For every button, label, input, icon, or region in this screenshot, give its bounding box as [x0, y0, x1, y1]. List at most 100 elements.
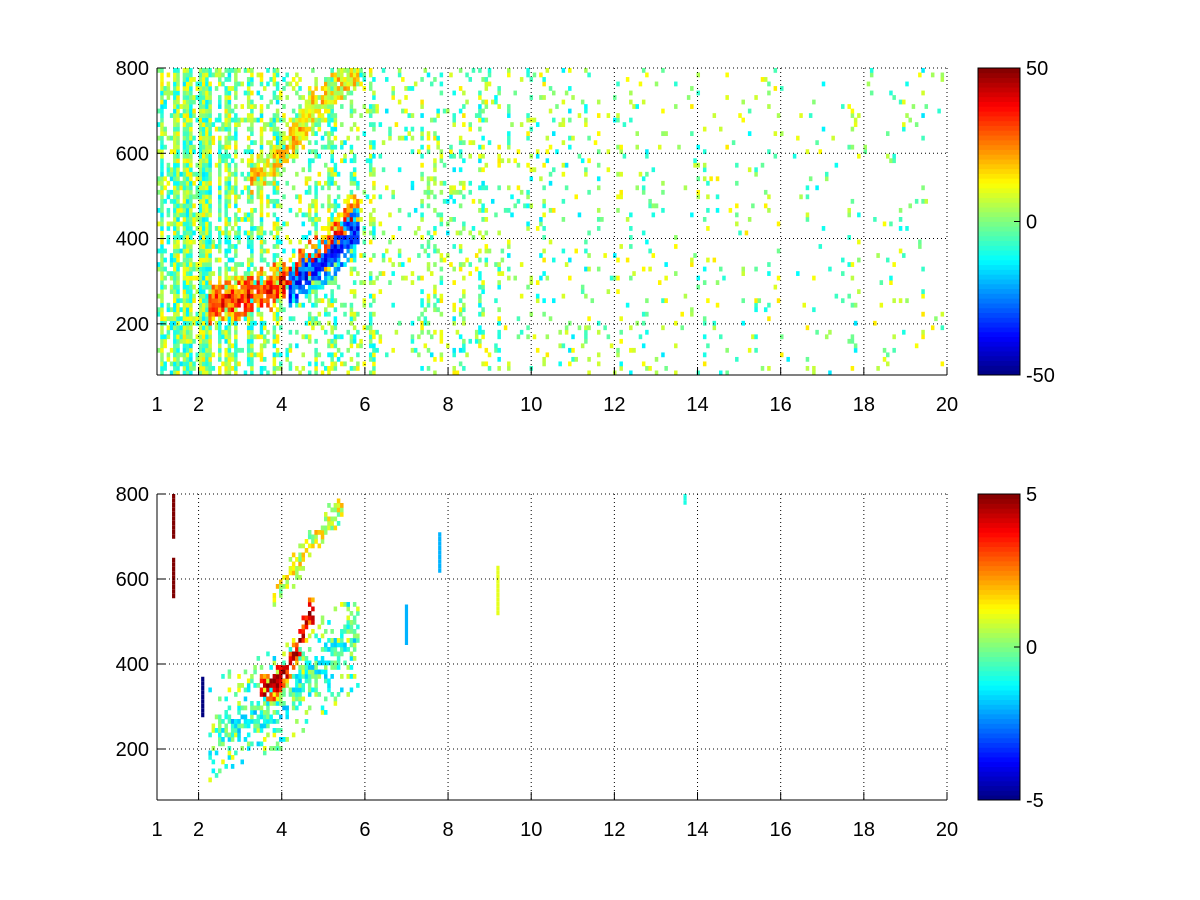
- heatmap-cell: [163, 90, 167, 96]
- heatmap-cell: [182, 307, 187, 313]
- heatmap-cell: [426, 189, 431, 195]
- heatmap-cell: [902, 126, 906, 132]
- heatmap-cell: [365, 108, 370, 114]
- heatmap-cell: [452, 244, 456, 249]
- heatmap-cell: [227, 669, 232, 675]
- heatmap-cell: [796, 135, 800, 141]
- heatmap-cell: [173, 325, 177, 331]
- heatmap-cell: [446, 198, 450, 204]
- heatmap-cell: [227, 280, 232, 285]
- heatmap-cell: [269, 275, 273, 281]
- heatmap-cell: [208, 347, 212, 353]
- heatmap-cell: [462, 275, 466, 281]
- heatmap-cell: [307, 108, 312, 114]
- heatmap-cell: [243, 271, 248, 276]
- heatmap-cell: [185, 185, 190, 191]
- heatmap-cell: [523, 203, 527, 209]
- heatmap-cell: [208, 144, 212, 150]
- heatmap-cell: [189, 131, 193, 137]
- heatmap-cell: [497, 329, 501, 335]
- heatmap-cell: [291, 108, 296, 114]
- heatmap-cell: [221, 307, 225, 313]
- heatmap-cell: [224, 311, 228, 317]
- colorbar-segment: [978, 125, 1020, 131]
- heatmap-cell: [426, 72, 431, 78]
- heatmap-cell: [160, 257, 164, 263]
- heatmap-cell: [298, 207, 302, 213]
- heatmap-cell: [940, 311, 945, 317]
- heatmap-cell: [163, 284, 167, 290]
- heatmap-cell: [548, 144, 553, 150]
- heatmap-cell: [182, 347, 187, 353]
- heatmap-cell: [304, 678, 309, 684]
- heatmap-cell: [857, 212, 861, 218]
- heatmap-cell: [327, 683, 331, 688]
- heatmap-cell: [372, 221, 376, 227]
- heatmap-cell: [282, 669, 286, 675]
- heatmap-cell: [160, 347, 164, 353]
- heatmap-cell: [542, 212, 546, 218]
- heatmap-cell: [340, 687, 344, 693]
- heatmap-cell: [629, 244, 633, 249]
- heatmap-cell: [166, 271, 171, 276]
- heatmap-cell: [372, 253, 376, 258]
- heatmap-cell: [340, 90, 344, 96]
- heatmap-cell: [166, 171, 171, 177]
- heatmap-cell: [323, 271, 328, 276]
- heatmap-cell: [298, 275, 302, 281]
- heatmap-cell: [205, 230, 209, 236]
- heatmap-cell: [323, 678, 328, 684]
- colorbar-segment: [978, 766, 1020, 772]
- heatmap-cell: [201, 298, 206, 304]
- heatmap-cell: [507, 68, 511, 73]
- heatmap-cell: [291, 135, 296, 141]
- heatmap-cell: [481, 307, 485, 313]
- heatmap-cell: [641, 266, 646, 272]
- heatmap-cell: [763, 307, 768, 313]
- heatmap-cell: [279, 361, 283, 367]
- heatmap-cell: [696, 370, 701, 375]
- colorbar-segment: [978, 331, 1020, 338]
- heatmap-cell: [176, 302, 180, 308]
- heatmap-cell: [327, 113, 331, 118]
- heatmap-cell: [185, 113, 190, 118]
- heatmap-cell: [336, 512, 341, 517]
- heatmap-cell: [205, 149, 209, 155]
- heatmap-cell: [661, 352, 665, 358]
- heatmap-cell: [218, 189, 222, 195]
- heatmap-cell: [452, 316, 456, 322]
- heatmap-cell: [301, 126, 306, 132]
- heatmap-cell: [304, 624, 309, 630]
- heatmap-cell: [372, 153, 376, 159]
- heatmap-cell: [372, 293, 376, 299]
- heatmap-cell: [462, 293, 466, 299]
- heatmap-cell: [349, 68, 354, 73]
- heatmap-cell: [580, 284, 585, 290]
- x-tick-label: 6: [359, 394, 370, 416]
- heatmap-cell: [307, 647, 312, 652]
- heatmap-cell: [311, 244, 315, 249]
- heatmap-cell: [372, 329, 376, 335]
- heatmap-cell: [426, 176, 431, 182]
- heatmap-cell: [706, 194, 710, 200]
- heatmap-cell: [629, 226, 633, 231]
- heatmap-cell: [661, 108, 665, 114]
- heatmap-cell: [368, 144, 373, 150]
- heatmap-cell: [516, 149, 521, 155]
- heatmap-cell: [298, 253, 302, 258]
- heatmap-cell: [250, 741, 254, 747]
- heatmap-cell: [173, 248, 177, 254]
- heatmap-cell: [169, 198, 174, 204]
- heatmap-cell: [333, 338, 338, 344]
- heatmap-cell: [301, 728, 306, 733]
- heatmap-cell: [330, 352, 334, 358]
- heatmap-cell: [259, 207, 264, 213]
- heatmap-cell: [706, 298, 710, 304]
- heatmap-cell: [173, 194, 177, 200]
- heatmap-cell: [455, 189, 460, 195]
- heatmap-cell: [211, 72, 216, 78]
- heatmap-cell: [333, 316, 338, 322]
- heatmap-cell: [702, 149, 707, 155]
- heatmap-cell: [352, 230, 357, 236]
- heatmap-cell: [173, 131, 177, 137]
